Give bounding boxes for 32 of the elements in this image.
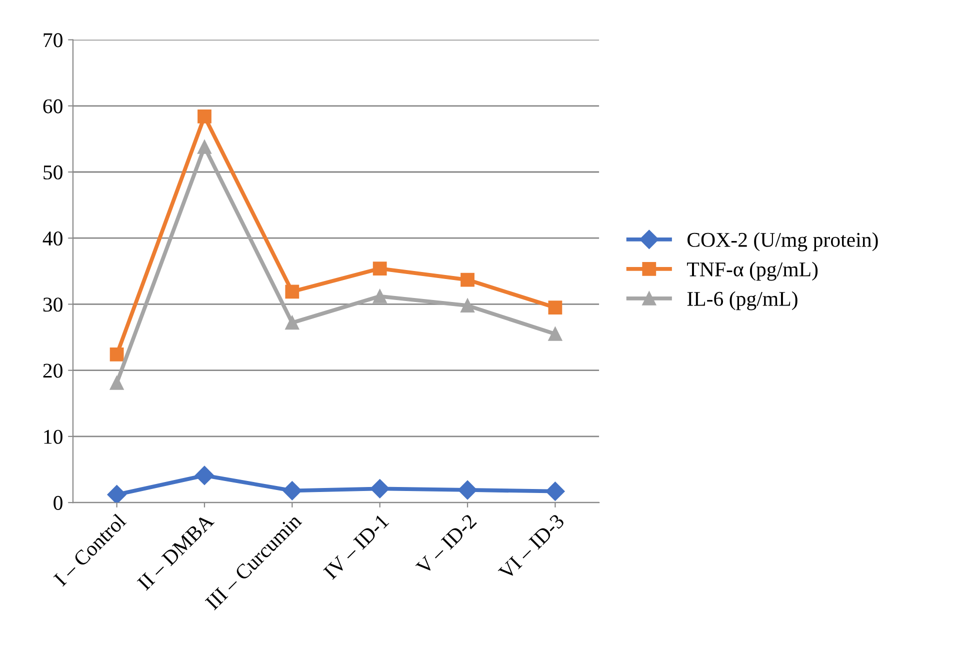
point (282, 481, 302, 500)
point (372, 289, 387, 304)
point (546, 482, 565, 501)
y-tick-label: 10 (44, 430, 62, 444)
point (107, 485, 126, 503)
point (110, 348, 124, 362)
point (460, 272, 474, 287)
y-tick-label: 60 (43, 99, 62, 114)
point (198, 110, 212, 124)
y-tick-label: 20 (43, 364, 62, 378)
point (458, 480, 478, 500)
point (460, 298, 474, 312)
legend-label: IL-6 (pg/mL) (687, 291, 798, 310)
point (548, 300, 562, 314)
point (198, 140, 212, 154)
point (285, 316, 300, 330)
point (372, 262, 387, 276)
y-tick-label: 0 (54, 496, 62, 510)
point (285, 284, 300, 299)
y-tick-label: 30 (43, 298, 62, 312)
legend-label: TNF-α (pg/mL) (687, 262, 818, 281)
x-tick-label: IV – ID-1 (323, 514, 390, 580)
point (548, 327, 562, 341)
y-tick-label: 50 (44, 165, 62, 180)
y-tick-label: 40 (42, 231, 62, 246)
x-tick-label: VI – ID-3 (498, 513, 566, 581)
point (194, 466, 214, 485)
y-tick-label: 70 (44, 33, 62, 48)
legend-label: COX-2 (U/mg protein) (688, 232, 878, 252)
point (370, 479, 390, 498)
x-tick-label: V – ID-2 (415, 514, 478, 576)
point (110, 376, 124, 390)
